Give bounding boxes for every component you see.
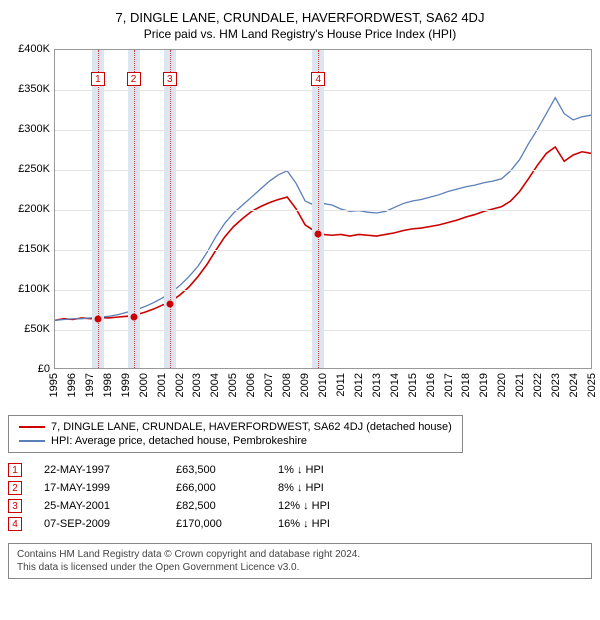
chart-subtitle: Price paid vs. HM Land Registry's House …: [8, 27, 592, 41]
x-tick-label: 1999: [120, 373, 132, 397]
sale-date: 07-SEP-2009: [44, 518, 154, 530]
legend-item: HPI: Average price, detached house, Pemb…: [19, 434, 452, 448]
footer-line-1: Contains HM Land Registry data © Crown c…: [17, 548, 583, 561]
legend-label: HPI: Average price, detached house, Pemb…: [51, 435, 307, 447]
x-tick-label: 2011: [335, 373, 347, 397]
sale-marker-1: 1: [91, 72, 105, 86]
x-tick-label: 1996: [66, 373, 78, 397]
sale-marker-1: 1: [8, 463, 22, 477]
x-tick-label: 2010: [317, 373, 329, 397]
sales-table: 1 22-MAY-1997 £63,500 1% ↓ HPI 2 17-MAY-1999 £…: [8, 461, 592, 533]
sales-table-row: 3 25-MAY-2001 £82,500 12% ↓ HPI: [8, 497, 592, 515]
x-tick-label: 2018: [460, 373, 472, 397]
x-tick-label: 2024: [568, 373, 580, 397]
sale-point: [130, 314, 137, 321]
x-tick-label: 2005: [227, 373, 239, 397]
x-tick-label: 2020: [496, 373, 508, 397]
y-axis: £0£50K£100K£150K£200K£250K£300K£350K£400…: [8, 49, 54, 369]
x-tick-label: 2025: [586, 373, 598, 397]
sale-marker-4: 4: [311, 72, 325, 86]
sale-point: [315, 231, 322, 238]
chart: £0£50K£100K£150K£200K£250K£300K£350K£400…: [8, 49, 592, 409]
y-tick-label: £150K: [18, 243, 50, 255]
sale-price: £170,000: [176, 518, 256, 530]
y-tick-label: £50K: [24, 323, 50, 335]
sale-marker-2: 2: [8, 481, 22, 495]
x-tick-label: 2001: [156, 373, 168, 397]
x-tick-label: 2007: [263, 373, 275, 397]
sale-point: [94, 316, 101, 323]
plot-area: 1 2 3 4: [54, 49, 592, 369]
x-tick-label: 2008: [281, 373, 293, 397]
chart-title: 7, DINGLE LANE, CRUNDALE, HAVERFORDWEST,…: [8, 10, 592, 25]
legend-label: 7, DINGLE LANE, CRUNDALE, HAVERFORDWEST,…: [51, 421, 452, 433]
footer-attribution: Contains HM Land Registry data © Crown c…: [8, 543, 592, 579]
legend-swatch: [19, 426, 45, 428]
y-tick-label: £200K: [18, 203, 50, 215]
x-tick-label: 1997: [84, 373, 96, 397]
x-tick-label: 2009: [299, 373, 311, 397]
x-tick-label: 2002: [174, 373, 186, 397]
legend-swatch: [19, 440, 45, 442]
sale-price: £66,000: [176, 482, 256, 494]
x-tick-label: 2000: [138, 373, 150, 397]
sale-hpi-diff: 12% ↓ HPI: [278, 500, 368, 512]
sale-date: 22-MAY-1997: [44, 464, 154, 476]
sale-price: £82,500: [176, 500, 256, 512]
sales-table-row: 4 07-SEP-2009 £170,000 16% ↓ HPI: [8, 515, 592, 533]
sales-table-row: 1 22-MAY-1997 £63,500 1% ↓ HPI: [8, 461, 592, 479]
y-tick-label: £250K: [18, 163, 50, 175]
x-tick-label: 2004: [209, 373, 221, 397]
x-tick-label: 2012: [353, 373, 365, 397]
x-tick-label: 2022: [532, 373, 544, 397]
y-tick-label: £350K: [18, 83, 50, 95]
y-tick-label: £100K: [18, 283, 50, 295]
legend-item: 7, DINGLE LANE, CRUNDALE, HAVERFORDWEST,…: [19, 420, 452, 434]
x-tick-label: 1995: [48, 373, 60, 397]
x-tick-label: 2019: [478, 373, 490, 397]
y-tick-label: £300K: [18, 123, 50, 135]
x-tick-label: 2023: [550, 373, 562, 397]
sale-hpi-diff: 16% ↓ HPI: [278, 518, 368, 530]
sales-table-row: 2 17-MAY-1999 £66,000 8% ↓ HPI: [8, 479, 592, 497]
x-axis: 1995199619971998199920002001200220032004…: [54, 369, 592, 409]
title-block: 7, DINGLE LANE, CRUNDALE, HAVERFORDWEST,…: [8, 10, 592, 41]
sale-hpi-diff: 8% ↓ HPI: [278, 482, 368, 494]
x-tick-label: 2003: [191, 373, 203, 397]
x-tick-label: 2014: [389, 373, 401, 397]
sale-hpi-diff: 1% ↓ HPI: [278, 464, 368, 476]
x-tick-label: 2017: [443, 373, 455, 397]
sale-point: [166, 301, 173, 308]
sale-marker-3: 3: [163, 72, 177, 86]
sale-marker-4: 4: [8, 517, 22, 531]
y-tick-label: £400K: [18, 43, 50, 55]
sale-marker-2: 2: [127, 72, 141, 86]
sale-price: £63,500: [176, 464, 256, 476]
x-tick-label: 1998: [102, 373, 114, 397]
sale-date: 25-MAY-2001: [44, 500, 154, 512]
x-tick-label: 2015: [407, 373, 419, 397]
x-tick-label: 2021: [514, 373, 526, 397]
footer-line-2: This data is licensed under the Open Gov…: [17, 561, 583, 574]
sale-marker-line: [318, 50, 319, 368]
sale-date: 17-MAY-1999: [44, 482, 154, 494]
x-tick-label: 2006: [245, 373, 257, 397]
sale-marker-3: 3: [8, 499, 22, 513]
x-tick-label: 2016: [425, 373, 437, 397]
x-tick-label: 2013: [371, 373, 383, 397]
sale-marker-line: [170, 50, 171, 368]
legend: 7, DINGLE LANE, CRUNDALE, HAVERFORDWEST,…: [8, 415, 463, 453]
